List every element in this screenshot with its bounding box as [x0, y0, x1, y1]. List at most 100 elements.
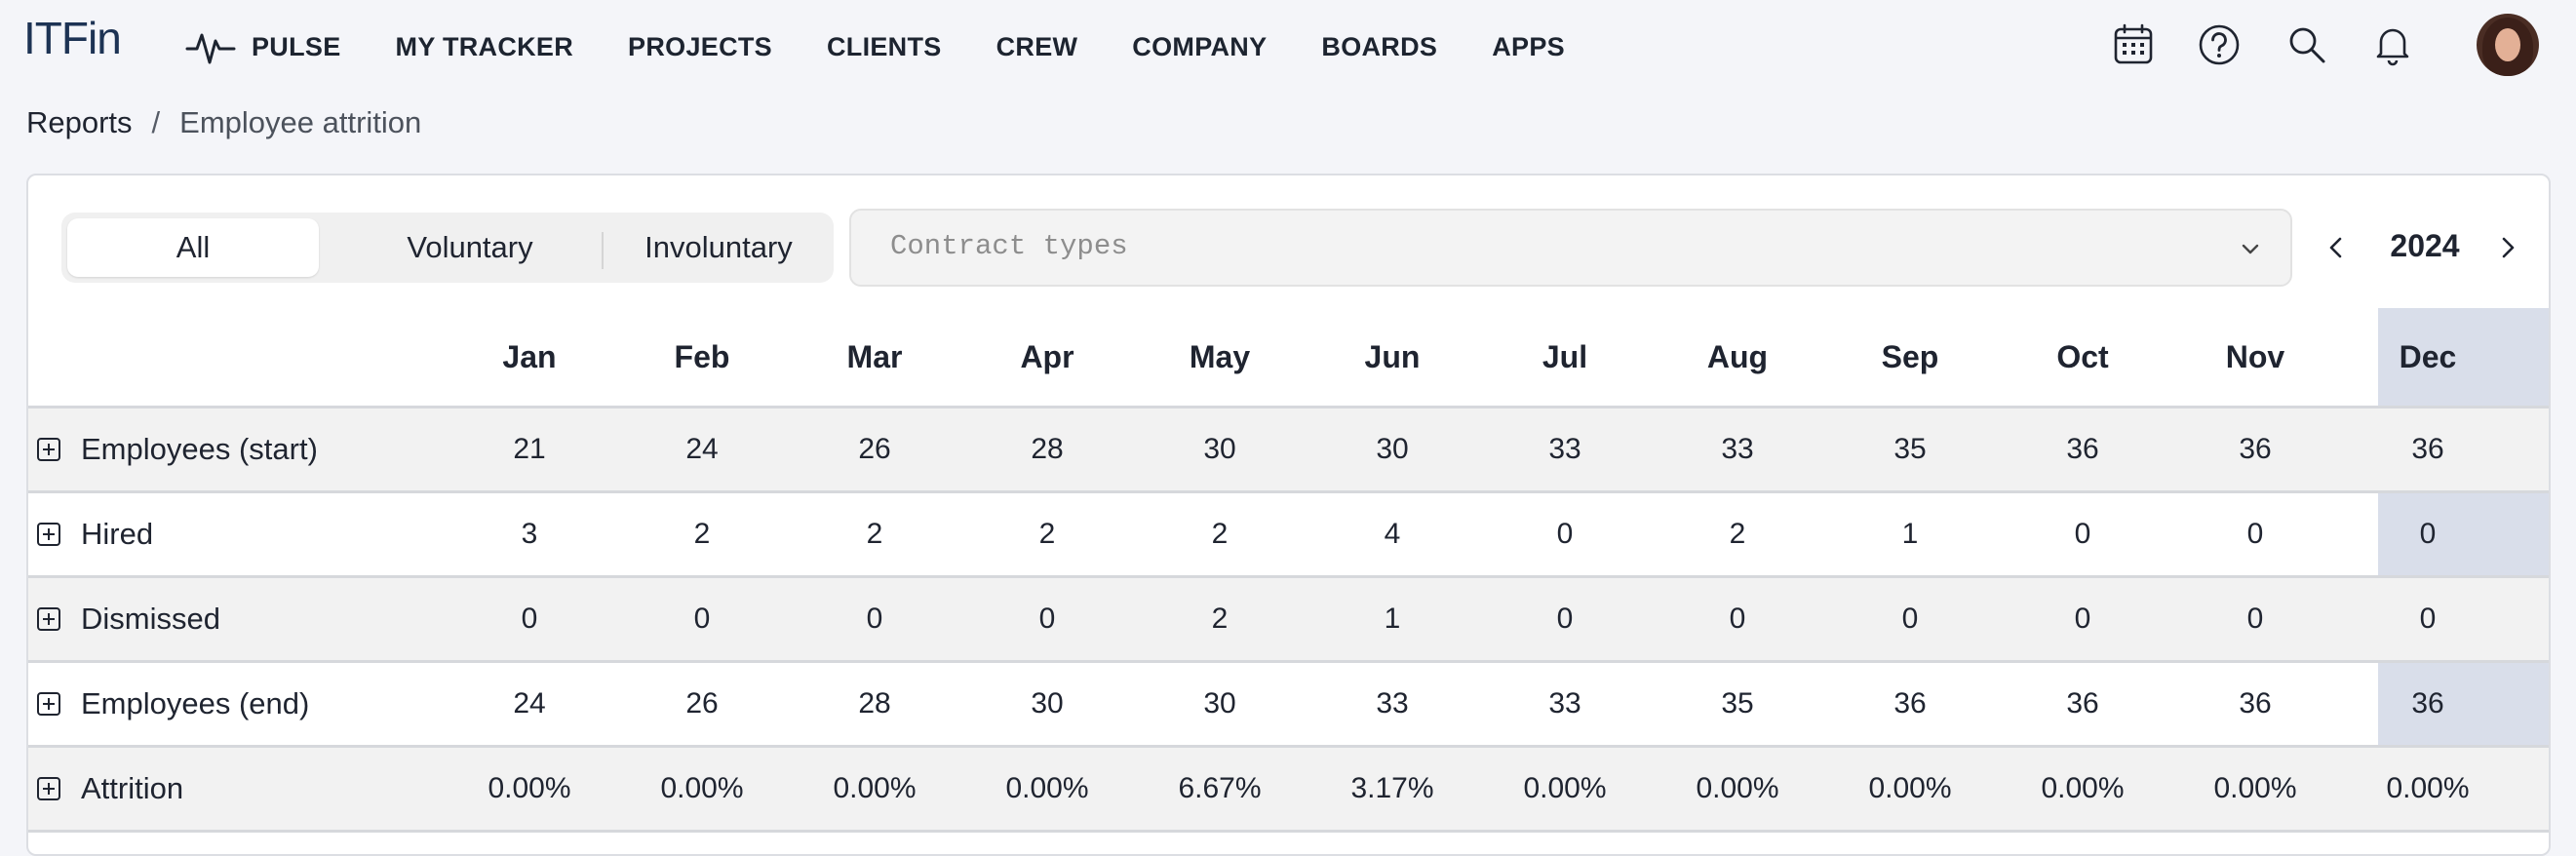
- table-cell: 0: [2074, 518, 2091, 550]
- segment-all[interactable]: All: [67, 218, 319, 277]
- table-cell: 35: [1893, 433, 1927, 465]
- table-cell: 26: [685, 687, 719, 720]
- chevron-left-icon[interactable]: [2320, 230, 2353, 265]
- nav-item-label: PULSE: [252, 31, 341, 61]
- row-label: Dismissed: [36, 578, 220, 660]
- nav-menu: PULSE MY TRACKER PROJECTS CLIENTS CREW C…: [185, 0, 1620, 94]
- contract-types-placeholder: Contract types: [890, 230, 1128, 262]
- table-cell: 0.00%: [1005, 772, 1089, 804]
- nav-item-projects[interactable]: PROJECTS: [628, 31, 772, 61]
- table-cell: 0.00%: [1696, 772, 1779, 804]
- help-icon[interactable]: [2198, 23, 2241, 66]
- nav-item-crew[interactable]: CREW: [995, 31, 1078, 61]
- table-cell: 0: [1901, 603, 1919, 635]
- table-cell: 2: [1729, 518, 1746, 550]
- calendar-icon[interactable]: [2112, 23, 2155, 66]
- expand-plus-icon[interactable]: [36, 606, 61, 632]
- chevron-right-icon[interactable]: [2491, 230, 2524, 265]
- table-cell: 30: [1376, 433, 1409, 465]
- table-cell: 0: [1038, 603, 1056, 635]
- column-header-feb: Feb: [674, 339, 730, 374]
- table-cell: 0: [2246, 518, 2264, 550]
- expand-plus-icon[interactable]: [36, 691, 61, 717]
- segment-voluntary[interactable]: Voluntary: [407, 230, 533, 264]
- table-cell: 3: [521, 518, 538, 550]
- table-cell: 33: [1548, 687, 1581, 720]
- row-label-text: Attrition: [81, 771, 184, 805]
- breadcrumb-current: Employee attrition: [179, 105, 422, 139]
- table-cell: 0.00%: [2386, 772, 2470, 804]
- segment-divider: [602, 232, 604, 269]
- nav-item-clients[interactable]: CLIENTS: [826, 31, 942, 61]
- expand-plus-icon[interactable]: [36, 522, 61, 547]
- row-label-text: Employees (end): [81, 686, 310, 720]
- bell-icon[interactable]: [2371, 23, 2414, 66]
- table-cell: 36: [2066, 433, 2099, 465]
- column-header-oct: Oct: [2056, 339, 2109, 374]
- column-header-jun: Jun: [1364, 339, 1421, 374]
- search-icon[interactable]: [2285, 23, 2328, 66]
- table-cell: 30: [1031, 687, 1064, 720]
- attrition-report-card: All Voluntary Involuntary Contract types…: [26, 174, 2551, 856]
- table-cell: 0: [2074, 603, 2091, 635]
- row-label-text: Employees (start): [81, 432, 318, 466]
- column-header-aug: Aug: [1706, 339, 1769, 374]
- column-header-dec: Dec: [2399, 339, 2457, 374]
- nav-item-pulse[interactable]: PULSE: [185, 27, 341, 66]
- breadcrumb-separator: /: [151, 105, 161, 139]
- table-cell: 0: [2246, 603, 2264, 635]
- attrition-table: Jan Feb Mar Apr May Jun Jul Aug Sep Oct Nov Dec Emp…: [28, 308, 2549, 833]
- table-cell: 2: [866, 518, 883, 550]
- user-avatar[interactable]: [2477, 14, 2539, 76]
- table-cell: 26: [858, 433, 891, 465]
- table-row: Employees (start) 21 24 26 28 30 30 33 33 35 36 36 3…: [28, 409, 2549, 493]
- table-cell: 0: [1729, 603, 1746, 635]
- nav-item-company[interactable]: COMPANY: [1132, 31, 1268, 61]
- table-cell: 36: [2066, 687, 2099, 720]
- table-row: Employees (end) 24 26 28 30 30 33 33 35 36 36 36 36: [28, 663, 2549, 748]
- row-label: Hired: [36, 493, 153, 575]
- table-body: Employees (start) 21 24 26 28 30 30 33 33 35 36 36 3…: [28, 409, 2549, 833]
- breadcrumb: Reports / Employee attrition: [26, 105, 421, 140]
- expand-plus-icon[interactable]: [36, 776, 61, 801]
- table-header: Jan Feb Mar Apr May Jun Jul Aug Sep Oct Nov Dec: [28, 308, 2549, 409]
- table-row: Dismissed 0 0 0 0 2 1 0 0 0 0 0 0: [28, 578, 2549, 663]
- contract-types-select[interactable]: Contract types: [849, 209, 2292, 287]
- pulse-icon: [185, 33, 236, 64]
- column-header-nov: Nov: [2225, 339, 2285, 374]
- nav-item-boards[interactable]: BOARDS: [1321, 31, 1438, 61]
- table-cell: 0.00%: [833, 772, 917, 804]
- row-label-text: Dismissed: [81, 602, 220, 636]
- table-cell: 0: [1556, 603, 1574, 635]
- table-cell: 36: [2239, 687, 2272, 720]
- nav-item-apps[interactable]: APPS: [1492, 31, 1565, 61]
- row-label: Employees (end): [36, 663, 309, 745]
- table-cell: 0.00%: [1523, 772, 1607, 804]
- table-cell: 0.00%: [488, 772, 571, 804]
- table-cell: 30: [1203, 687, 1236, 720]
- table-cell: 2: [1038, 518, 1056, 550]
- expand-plus-icon[interactable]: [36, 437, 61, 462]
- table-cell: 0: [693, 603, 711, 635]
- table-cell: 0: [1556, 518, 1574, 550]
- segment-involuntary[interactable]: Involuntary: [644, 230, 793, 264]
- table-cell: 36: [2239, 433, 2272, 465]
- row-label-text: Hired: [81, 517, 154, 551]
- table-cell: 24: [513, 687, 546, 720]
- table-row: Attrition 0.00% 0.00% 0.00% 0.00% 6.67% 3.17% 0…: [28, 748, 2549, 833]
- year-navigator: 2024: [2300, 209, 2544, 287]
- column-header-jan: Jan: [502, 339, 557, 374]
- nav-item-my-tracker[interactable]: MY TRACKER: [395, 31, 574, 61]
- top-navigation: ITFin PULSE MY TRACKER PROJECTS CLIENTS …: [0, 0, 2576, 94]
- table-cell: 0.00%: [660, 772, 744, 804]
- table-cell: 33: [1548, 433, 1581, 465]
- table-row: Hired 3 2 2 2 2 4 0 2 1 0 0 0: [28, 493, 2549, 578]
- breadcrumb-reports-link[interactable]: Reports: [26, 105, 133, 139]
- table-cell: 2: [1211, 518, 1229, 550]
- app-logo[interactable]: ITFin: [23, 13, 122, 63]
- table-cell: 0: [521, 603, 538, 635]
- chevron-down-icon: [2242, 244, 2259, 254]
- table-cell: 6.67%: [1178, 772, 1262, 804]
- table-cell: 28: [858, 687, 891, 720]
- column-header-jul: Jul: [1542, 339, 1588, 374]
